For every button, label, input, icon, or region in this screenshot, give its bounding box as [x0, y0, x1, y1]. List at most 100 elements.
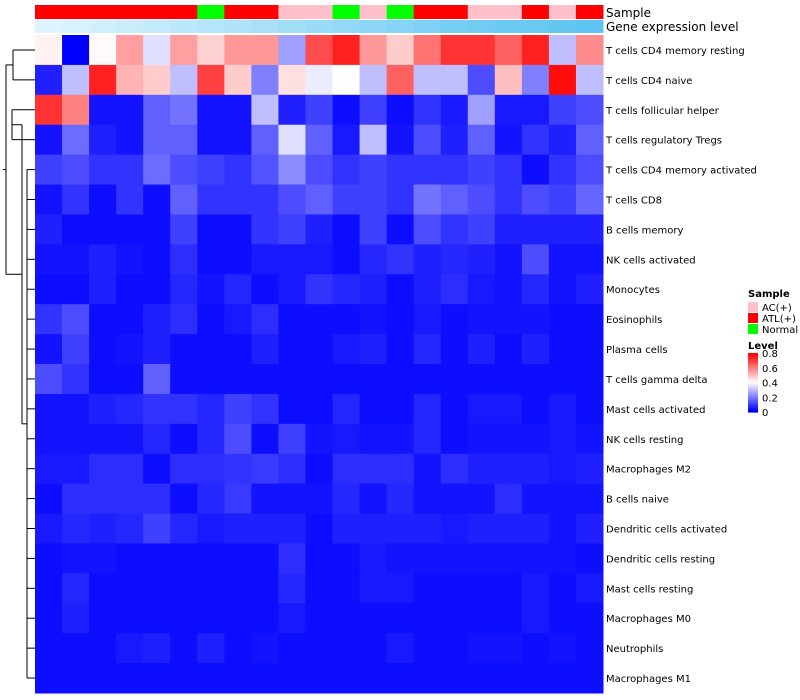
heatmap-cell	[170, 244, 198, 275]
heatmap-cell	[332, 483, 361, 515]
heatmap-cell	[251, 364, 279, 395]
heatmap-cell	[332, 334, 361, 365]
heatmap-cell	[386, 633, 415, 664]
heatmap-cell	[413, 633, 442, 664]
heatmap-cell	[170, 124, 198, 156]
heatmap-cell	[305, 64, 334, 96]
row-label: T cells CD4 memory activated	[605, 166, 757, 177]
row-label: T cells follicular helper	[605, 106, 720, 117]
heatmap-cell	[89, 364, 117, 395]
heatmap-cell	[62, 214, 90, 245]
heatmap-cell	[143, 663, 171, 694]
heatmap-cell	[386, 214, 415, 245]
heatmap-cell	[305, 35, 334, 66]
heatmap-cell	[575, 64, 604, 96]
heatmap-cell	[170, 64, 198, 96]
heatmap-cell	[332, 304, 361, 335]
heatmap-cell	[143, 124, 171, 156]
heatmap-cell	[35, 663, 63, 694]
heatmap-cell	[386, 423, 415, 455]
row-label: T cells regulatory Tregs	[605, 136, 722, 147]
heatmap-cell	[224, 543, 252, 574]
heatmap-cell	[89, 124, 117, 156]
heatmap-cell	[521, 214, 550, 245]
heatmap-cell	[35, 154, 63, 186]
heatmap-cell	[170, 633, 198, 664]
heatmap-cell	[35, 35, 63, 66]
level-legend-gradient-step	[748, 398, 758, 401]
heatmap-cell	[35, 274, 63, 305]
heatmap-cell	[386, 573, 415, 604]
heatmap-cell	[89, 244, 117, 275]
expression-annotation-cell	[170, 20, 198, 33]
heatmap-cell	[35, 334, 63, 365]
heatmap-cell	[332, 663, 361, 694]
heatmap-cell	[521, 483, 550, 515]
sample-annotation-cell	[413, 5, 442, 19]
heatmap-cell	[359, 94, 388, 126]
heatmap-cell	[170, 94, 198, 126]
heatmap-cell	[278, 393, 306, 425]
heatmap-cells	[35, 35, 604, 694]
heatmap-cell	[116, 124, 144, 156]
row-label: Macrophages M2	[606, 465, 691, 476]
heatmap-cell	[197, 663, 225, 694]
heatmap-cell	[197, 244, 225, 275]
heatmap-cell	[521, 244, 550, 275]
heatmap-cell	[224, 334, 252, 365]
heatmap-cell	[494, 393, 523, 425]
heatmap-cell	[143, 244, 171, 275]
heatmap-cell	[62, 94, 90, 126]
heatmap-cell	[413, 393, 442, 425]
heatmap-cell	[413, 64, 442, 96]
heatmap-cell	[575, 184, 604, 215]
annotation-bars	[35, 5, 604, 33]
level-legend-gradient-step	[748, 358, 758, 362]
heatmap-cell	[521, 603, 550, 634]
expression-annotation-cell	[521, 20, 550, 33]
heatmap-cell	[305, 453, 334, 485]
heatmap-cell	[251, 334, 279, 365]
heatmap-cell	[170, 393, 198, 425]
heatmap-cell	[548, 663, 577, 694]
heatmap-cell	[278, 543, 306, 574]
heatmap-cell	[494, 543, 523, 574]
heatmap-cell	[548, 483, 577, 515]
heatmap-cell	[116, 633, 144, 664]
heatmap-cell	[224, 364, 252, 395]
sample-annotation-cell	[467, 5, 496, 19]
heatmap-cell	[251, 393, 279, 425]
heatmap-cell	[575, 633, 604, 664]
heatmap-cell	[359, 573, 388, 604]
heatmap-cell	[116, 513, 144, 544]
heatmap-cell	[278, 94, 306, 126]
heatmap-cell	[467, 154, 496, 186]
heatmap-cell	[332, 94, 361, 126]
heatmap-cell	[170, 184, 198, 215]
row-label: Macrophages M0	[606, 614, 691, 625]
heatmap-cell	[35, 244, 63, 275]
heatmap-cell	[251, 513, 279, 544]
sample-annotation-cell	[89, 5, 117, 19]
expression-annotation-cell	[62, 20, 90, 33]
heatmap-cell	[197, 483, 225, 515]
heatmap-cell	[278, 513, 306, 544]
heatmap-cell	[143, 274, 171, 305]
heatmap-cell	[413, 663, 442, 694]
heatmap-cell	[170, 35, 198, 66]
heatmap-cell	[575, 94, 604, 126]
heatmap-cell	[359, 633, 388, 664]
sample-annotation-cell	[224, 5, 252, 19]
level-legend-tick: 0.2	[762, 393, 778, 404]
heatmap-cell	[494, 334, 523, 365]
row-dendrogram	[3, 49, 35, 679]
heatmap-cell	[440, 633, 469, 664]
expression-annotation-label: Gene expression level	[606, 20, 739, 34]
level-legend-gradient-step	[748, 354, 758, 358]
heatmap-cell	[467, 244, 496, 275]
heatmap-cell	[521, 304, 550, 335]
heatmap-cell	[440, 124, 469, 156]
heatmap-cell	[224, 483, 252, 515]
heatmap-cell	[413, 453, 442, 485]
heatmap-cell	[386, 663, 415, 694]
